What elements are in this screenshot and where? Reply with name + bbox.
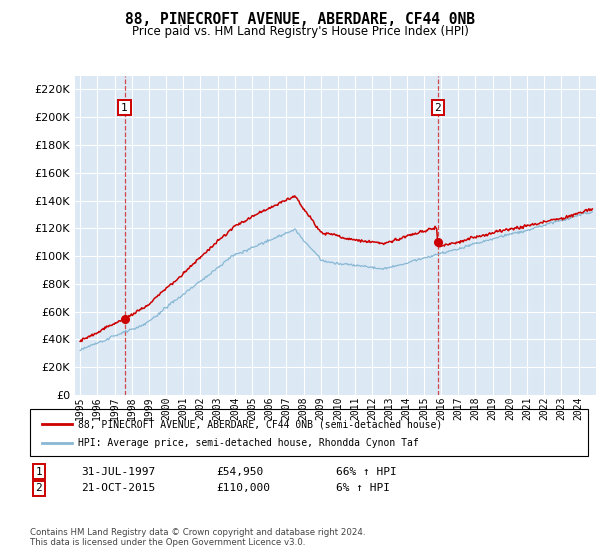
Text: HPI: Average price, semi-detached house, Rhondda Cynon Taf: HPI: Average price, semi-detached house,… — [78, 438, 419, 448]
Text: £54,950: £54,950 — [216, 466, 263, 477]
Text: Price paid vs. HM Land Registry's House Price Index (HPI): Price paid vs. HM Land Registry's House … — [131, 25, 469, 38]
Text: £110,000: £110,000 — [216, 483, 270, 493]
Text: Contains HM Land Registry data © Crown copyright and database right 2024.
This d: Contains HM Land Registry data © Crown c… — [30, 528, 365, 547]
Text: 31-JUL-1997: 31-JUL-1997 — [81, 466, 155, 477]
Text: 2: 2 — [35, 483, 43, 493]
Text: 88, PINECROFT AVENUE, ABERDARE, CF44 0NB: 88, PINECROFT AVENUE, ABERDARE, CF44 0NB — [125, 12, 475, 27]
Text: 1: 1 — [121, 102, 128, 113]
Text: 2: 2 — [434, 102, 441, 113]
Text: 66% ↑ HPI: 66% ↑ HPI — [336, 466, 397, 477]
Text: 6% ↑ HPI: 6% ↑ HPI — [336, 483, 390, 493]
Text: 1: 1 — [35, 466, 43, 477]
Text: 88, PINECROFT AVENUE, ABERDARE, CF44 0NB (semi-detached house): 88, PINECROFT AVENUE, ABERDARE, CF44 0NB… — [78, 419, 442, 429]
Text: 21-OCT-2015: 21-OCT-2015 — [81, 483, 155, 493]
